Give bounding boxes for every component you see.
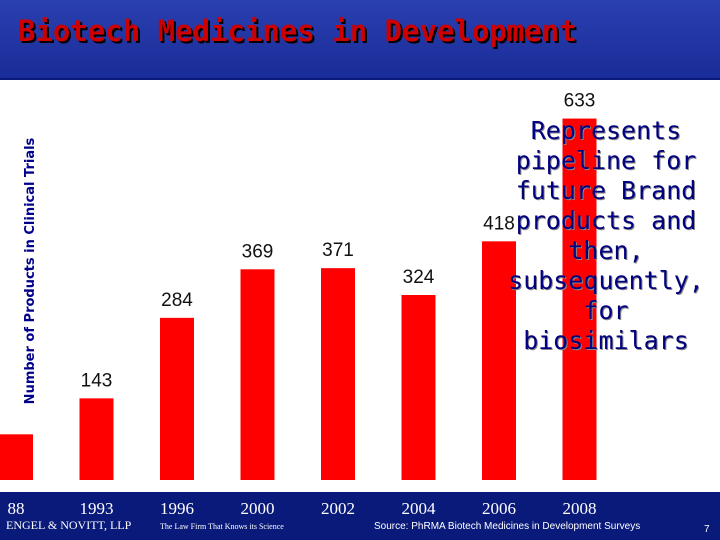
pipeline-annotation: Represents pipeline for future Brand pro… — [508, 116, 704, 355]
firm-name: ENGEL & NOVITT, LLP — [6, 518, 132, 532]
value-label-1993: 143 — [81, 370, 113, 391]
bar-88 — [0, 434, 33, 480]
bar-2006 — [482, 241, 516, 480]
x-tick-label-2002: 2002 — [321, 499, 355, 518]
chart-title: Biotech Medicines in Development — [18, 14, 577, 48]
bar-1996 — [160, 317, 194, 480]
bar-2002 — [321, 268, 355, 480]
value-label-2000: 369 — [242, 241, 274, 262]
source-note: Source: PhRMA Biotech Medicines in Devel… — [374, 521, 641, 532]
x-tick-label-2000: 2000 — [241, 499, 275, 518]
x-tick-label-88: 88 — [8, 499, 25, 518]
value-label-2006: 418 — [483, 213, 515, 234]
bar-2008 — [562, 118, 597, 480]
firm-tagline: The Law Firm That Knows its Science — [160, 522, 284, 531]
x-tick-label-1996: 1996 — [160, 499, 194, 518]
plot-area — [0, 80, 720, 492]
value-label-2002: 371 — [322, 240, 354, 261]
bar-2004 — [401, 294, 436, 480]
value-label-1996: 284 — [161, 290, 193, 311]
y-axis-label: Number of Products in Clinical Trials — [23, 137, 38, 405]
value-label-2004: 324 — [403, 267, 435, 288]
bar-2000 — [240, 269, 275, 480]
x-tick-label-2006: 2006 — [482, 499, 516, 518]
x-tick-label-1993: 1993 — [80, 499, 114, 518]
bar-1993 — [79, 398, 114, 480]
title-band — [0, 0, 720, 78]
value-label-2008: 633 — [564, 91, 596, 112]
x-tick-label-2004: 2004 — [402, 499, 437, 518]
x-tick-label-2008: 2008 — [563, 499, 597, 518]
page-number: 7 — [704, 524, 710, 535]
